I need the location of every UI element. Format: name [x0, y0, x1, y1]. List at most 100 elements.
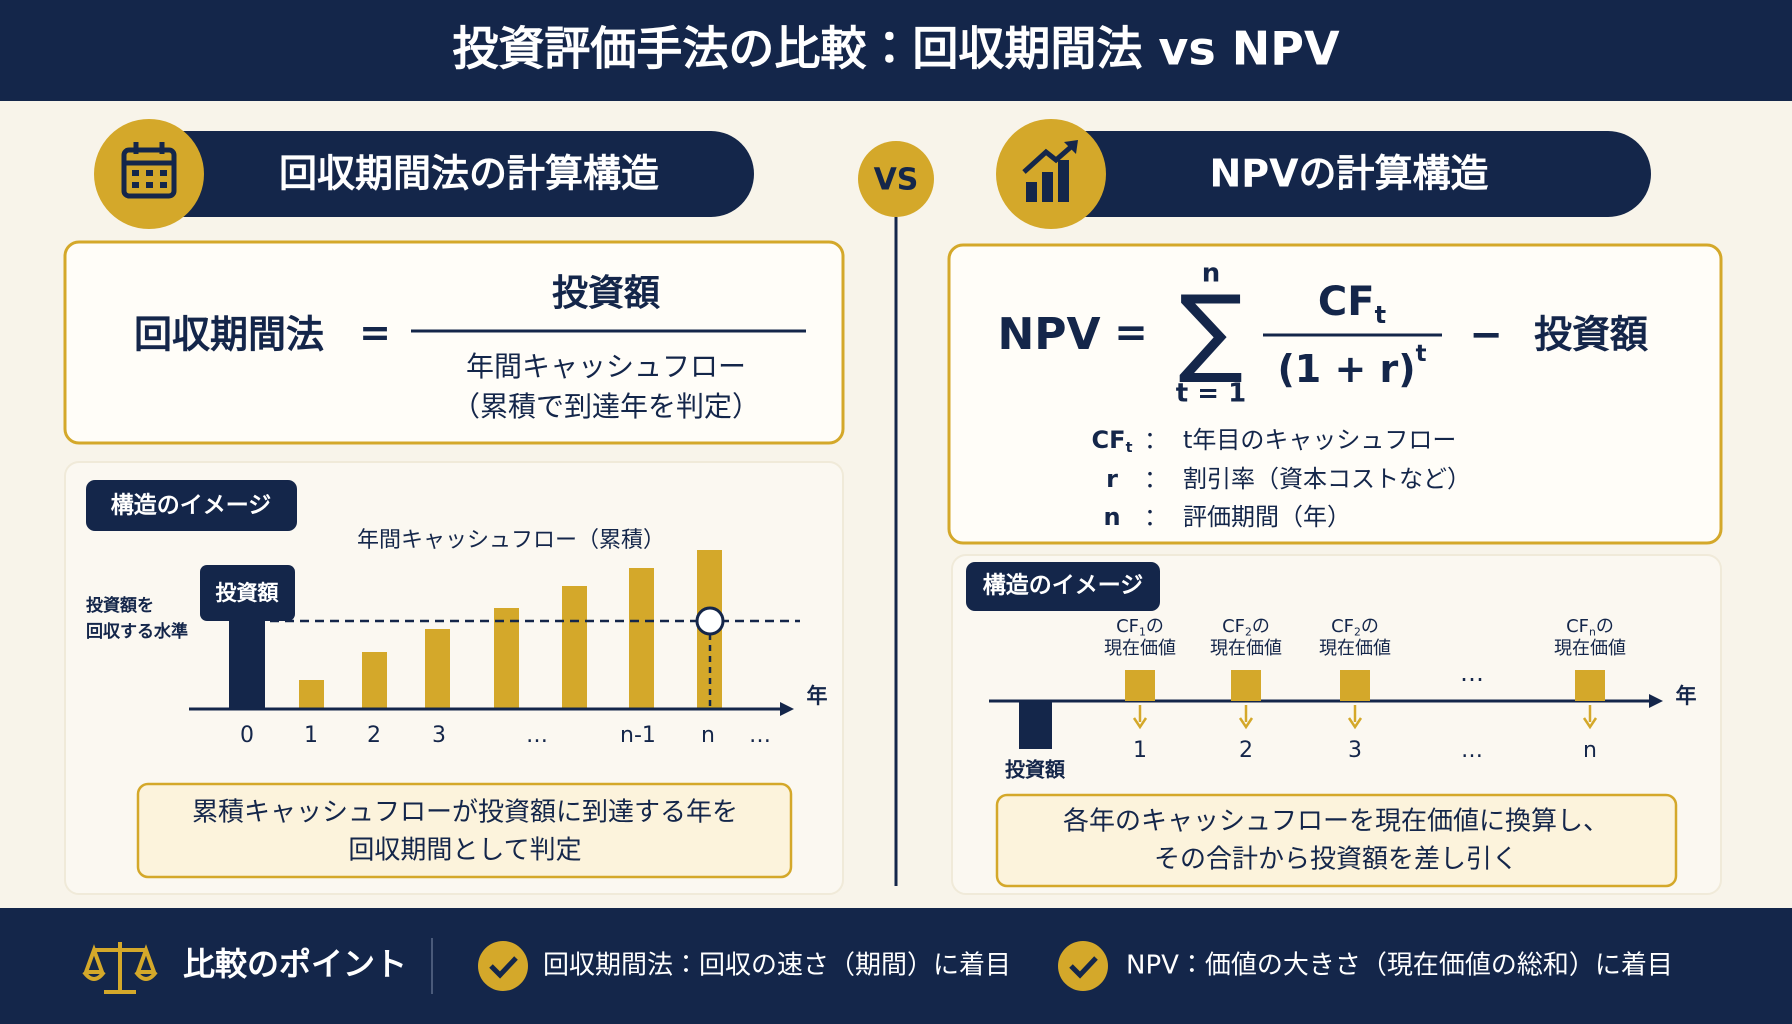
sum-lower: t = 1 [1176, 379, 1246, 409]
definition-symbol-base: n [1103, 503, 1120, 531]
right-image-tag [966, 562, 1160, 611]
investment-label: 投資額 [216, 581, 280, 605]
definition-symbol: n [1103, 503, 1120, 531]
note-text: 累積キャッシュフローが投資額に到達する年を [192, 798, 738, 828]
x-label: n [701, 723, 715, 748]
level-label: 投資額を [86, 595, 154, 616]
formula-denominator: （累積で到達年を判定） [452, 390, 760, 423]
x-label: 3 [1348, 738, 1362, 763]
investment-bar [229, 617, 265, 709]
cumulative-bar [629, 568, 654, 709]
check-icon [1058, 941, 1108, 991]
axis-label: 年 [1676, 684, 1697, 708]
discount-arrowhead [1132, 717, 1148, 730]
right-diagram [989, 694, 1663, 749]
discount-arrowhead [1582, 717, 1598, 730]
footer-bar [0, 908, 1792, 1024]
left-formula-box [63, 240, 845, 445]
scale-icon [82, 942, 158, 994]
left-heading-pill [120, 131, 754, 217]
footer-title: 比較のポイント [183, 945, 407, 983]
calendar-grid [132, 170, 167, 188]
formula-numerator: 投資額 [552, 273, 661, 314]
growth-icon [1022, 140, 1078, 202]
investment-box [200, 565, 295, 621]
axis-label: 年 [807, 684, 828, 708]
axis-arrow [780, 702, 794, 716]
footer-point: 回収期間法：回収の速さ（期間）に着目 [543, 951, 1011, 981]
x-label: n [1583, 738, 1597, 763]
sum-upper: n [1202, 259, 1221, 289]
pv-label: 現在価値 [1210, 638, 1282, 659]
pv-label: CF2の [1331, 616, 1379, 638]
dots: … [1460, 659, 1484, 687]
discount-arrowhead [1238, 717, 1254, 730]
definition-colon: ： [1144, 503, 1168, 531]
recovery-point [695, 606, 725, 636]
pv-label-sub: 2 [1245, 625, 1252, 638]
x-label: … [1461, 738, 1483, 763]
cumulative-bar [425, 629, 450, 709]
note-text: その合計から投資額を差し引く [1154, 845, 1518, 875]
definition-colon: ： [1144, 426, 1168, 454]
right-formula-box [947, 243, 1723, 545]
pv-label: 現在価値 [1554, 638, 1626, 659]
formula-lhs: NPV [997, 309, 1100, 360]
formula-numerator: CFt [1318, 279, 1386, 329]
pv-bar [1231, 670, 1261, 701]
pv-label-sub: 1 [1139, 625, 1146, 638]
formula-tail: 投資額 [1534, 313, 1648, 357]
definition-text: 評価期間（年） [1183, 503, 1351, 531]
level-label: 回収する水準 [86, 621, 188, 642]
note-text: 回収期間として判定 [348, 836, 581, 866]
x-label: 3 [432, 723, 446, 748]
pv-label: CF2の [1222, 616, 1270, 638]
pv-label-suffix: の [1146, 616, 1164, 637]
pv-label-base: CF [1566, 616, 1589, 637]
left-image-tag [86, 480, 297, 531]
pv-bar [1575, 670, 1605, 701]
investment-label: 投資額 [1005, 758, 1066, 782]
investment-bar [1019, 701, 1052, 749]
x-label: 1 [304, 723, 318, 748]
pv-label: 現在価値 [1104, 638, 1176, 659]
x-label: … [526, 723, 548, 748]
left-heading: 回収期間法の計算構造 [279, 152, 659, 196]
right-heading-pill [1030, 131, 1651, 217]
formula-denominator: (1 + r)t [1277, 340, 1426, 390]
cumulative-bar [562, 586, 587, 709]
image-tag: 構造のイメージ [983, 573, 1144, 599]
formula-eq: = [1114, 310, 1148, 356]
pv-label-suffix: の [1252, 616, 1270, 637]
header-bar [0, 0, 1792, 101]
definition-symbol: r [1106, 465, 1118, 493]
pv-label: 現在価値 [1319, 638, 1391, 659]
left-diagram [189, 550, 800, 716]
right-note-box [995, 793, 1678, 888]
pv-label: CF1の [1116, 616, 1164, 638]
x-label: n-1 [620, 723, 656, 748]
x-label: 2 [1239, 738, 1253, 763]
formula-numerator-sub: t [1375, 301, 1386, 329]
definition-text: t年目のキャッシュフロー [1183, 426, 1456, 454]
cumulative-bar [362, 652, 387, 709]
definition-symbol: CFt [1092, 426, 1133, 456]
vs-label: VS [874, 163, 919, 198]
cumulative-bar [494, 608, 519, 709]
pv-label-base: CF [1116, 616, 1139, 637]
pv-label-suffix: の [1361, 616, 1379, 637]
pv-label-sub: n [1589, 625, 1596, 638]
pv-label: CFnの [1566, 616, 1614, 638]
x-label: 0 [240, 723, 254, 748]
vs-circle [858, 141, 934, 217]
axis-arrow [1649, 694, 1663, 708]
footer-point: NPV：価値の大きさ（現在価値の総和）に着目 [1126, 951, 1673, 981]
check-icon [478, 941, 528, 991]
pv-label-sub: 2 [1354, 625, 1361, 638]
left-note-box [136, 782, 793, 879]
formula-sigma: ∑ [1179, 274, 1244, 386]
image-tag: 構造のイメージ [111, 493, 272, 519]
formula-lhs: 回収期間法 [134, 313, 324, 357]
